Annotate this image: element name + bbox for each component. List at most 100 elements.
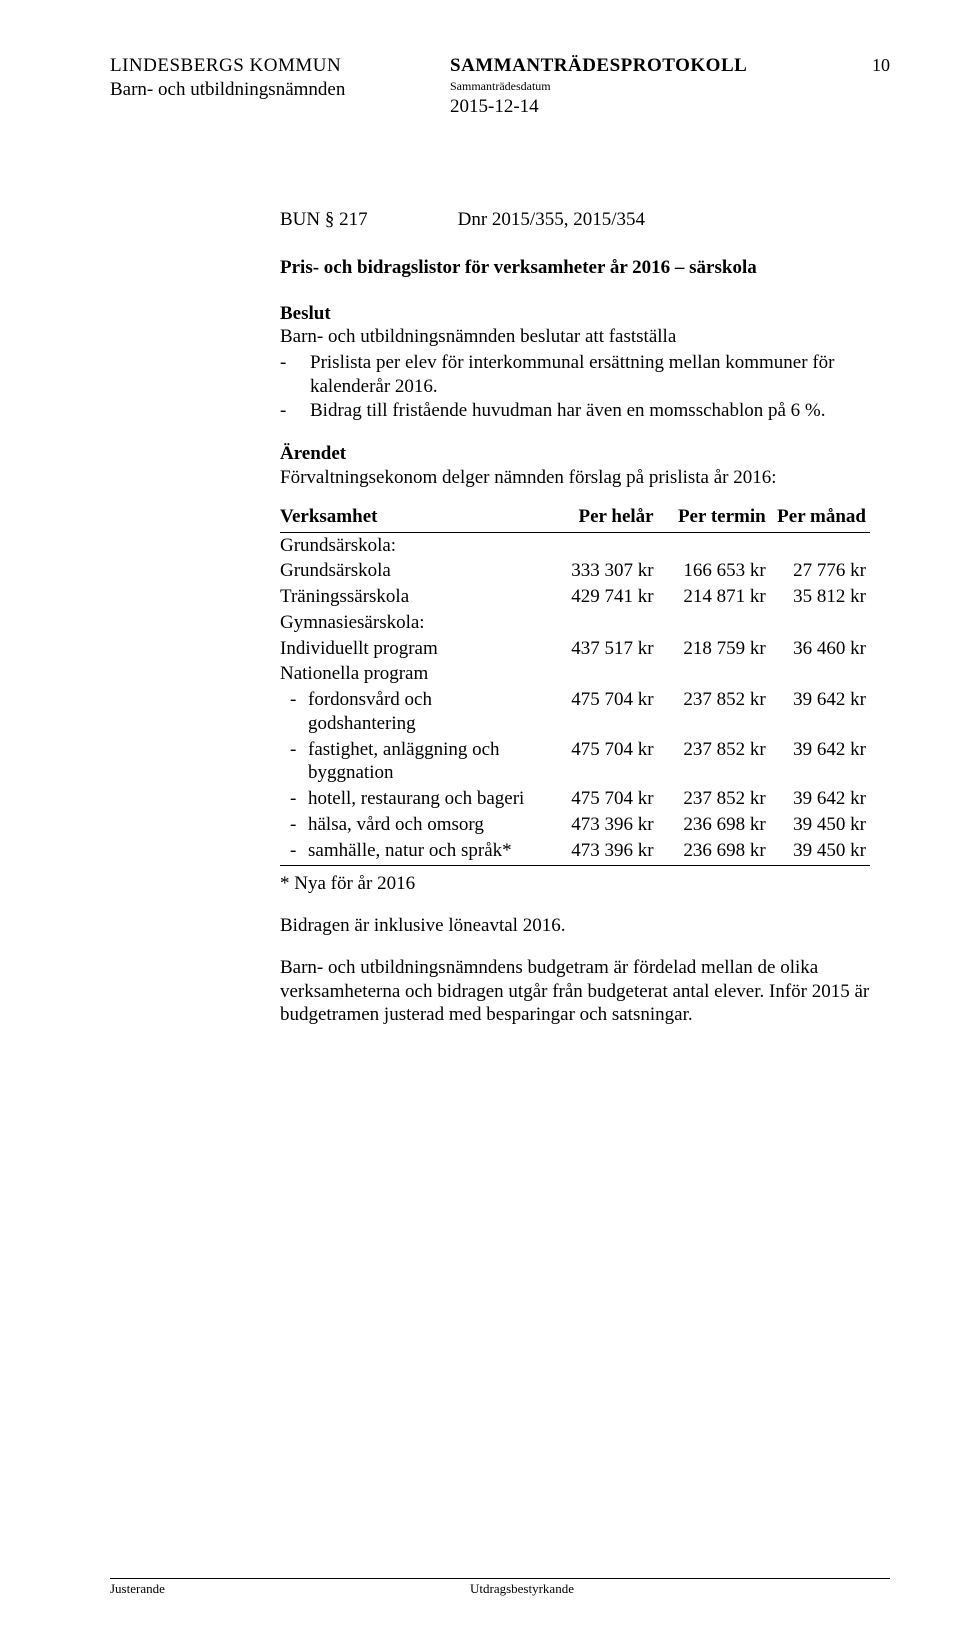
item-dnr: Dnr 2015/355, 2015/354 [458,208,645,232]
cell-manad [770,532,870,558]
dash-icon: - [280,351,310,399]
cell-manad: 39 642 kr [770,786,870,812]
page-number: 10 [850,55,890,76]
table-row: -fastighet, anläggning och byggnation475… [280,737,870,787]
item-row: BUN § 217 Dnr 2015/355, 2015/354 [280,208,870,232]
cell-termin: 214 871 kr [658,584,770,610]
dash-icon: - [280,738,308,786]
cell-helar: 333 307 kr [540,558,658,584]
cell-termin [658,610,770,636]
col-verksamhet: Verksamhet [280,502,540,532]
cell-helar [540,661,658,687]
cell-label: -samhälle, natur och språk* [280,838,540,864]
dash-icon: - [280,839,308,863]
cell-label: -hälsa, vård och omsorg [280,812,540,838]
after-paragraph: Bidragen är inklusive löneavtal 2016. [280,914,870,938]
cell-helar: 475 704 kr [540,687,658,737]
nested-label: samhälle, natur och språk* [308,839,536,863]
footer-utdrag: Utdragsbestyrkande [470,1581,890,1597]
cell-termin: 166 653 kr [658,558,770,584]
cell-helar: 437 517 kr [540,636,658,662]
cell-termin: 218 759 kr [658,636,770,662]
cell-helar: 473 396 kr [540,812,658,838]
table-row: -hotell, restaurang och bageri475 704 kr… [280,786,870,812]
document-body: BUN § 217 Dnr 2015/355, 2015/354 Pris- o… [280,208,870,1027]
cell-termin [658,532,770,558]
cell-label: Grundsärskola: [280,532,540,558]
bullet-text: Bidrag till fristående huvudman har även… [310,399,870,423]
cell-manad: 27 776 kr [770,558,870,584]
cell-termin: 236 698 kr [658,812,770,838]
cell-label: Gymnasiesärskola: [280,610,540,636]
page: LINDESBERGS KOMMUN Barn- och utbildnings… [0,0,960,1645]
cell-termin: 236 698 kr [658,838,770,864]
dash-icon: - [280,399,310,423]
cell-helar: 473 396 kr [540,838,658,864]
cell-manad [770,610,870,636]
cell-label: Träningssärskola [280,584,540,610]
cell-label: -fastighet, anläggning och byggnation [280,737,540,787]
header-center: SAMMANTRÄDESPROTOKOLL Sammanträdesdatum … [440,55,850,118]
col-termin: Per termin [658,502,770,532]
cell-label: Grundsärskola [280,558,540,584]
dash-icon: - [280,813,308,837]
beslut-intro: Barn- och utbildningsnämnden beslutar at… [280,325,870,349]
beslut-bullet: - Prislista per elev för interkommunal e… [280,351,870,399]
table-row: Grundsärskola333 307 kr166 653 kr27 776 … [280,558,870,584]
cell-termin: 237 852 kr [658,786,770,812]
document-title: Pris- och bidragslistor för verksamheter… [280,256,870,280]
arendet-intro: Förvaltningsekonom delger nämnden försla… [280,466,870,490]
cell-helar [540,610,658,636]
cell-label: -hotell, restaurang och bageri [280,786,540,812]
cell-manad: 36 460 kr [770,636,870,662]
nested-label: hotell, restaurang och bageri [308,787,536,811]
cell-helar [540,532,658,558]
beslut-bullet: - Bidrag till fristående huvudman har äv… [280,399,870,423]
cell-label: Nationella program [280,661,540,687]
cell-label: -fordonsvård och godshantering [280,687,540,737]
nested-label: fordonsvård och godshantering [308,688,536,736]
table-row: -samhälle, natur och språk*473 396 kr236… [280,838,870,864]
cell-manad: 39 642 kr [770,737,870,787]
table-row: Gymnasiesärskola: [280,610,870,636]
table-row: Träningssärskola429 741 kr214 871 kr35 8… [280,584,870,610]
nested-label: fastighet, anläggning och byggnation [308,738,536,786]
col-helar: Per helår [540,502,658,532]
after-paragraph: Barn- och utbildningsnämndens budgetram … [280,956,870,1027]
table-row: -hälsa, vård och omsorg473 396 kr236 698… [280,812,870,838]
header-left: LINDESBERGS KOMMUN Barn- och utbildnings… [110,55,440,101]
page-header: LINDESBERGS KOMMUN Barn- och utbildnings… [110,55,890,118]
cell-termin: 237 852 kr [658,687,770,737]
table-bottom-rule [280,865,870,866]
cell-termin [658,661,770,687]
cell-manad: 39 450 kr [770,838,870,864]
org-name: LINDESBERGS KOMMUN [110,55,440,77]
meeting-date: 2015-12-14 [450,96,850,118]
table-body: Grundsärskola:Grundsärskola333 307 kr166… [280,532,870,863]
page-footer: Justerande Utdragsbestyrkande [110,1578,890,1597]
beslut-heading: Beslut [280,302,870,326]
table-row: Individuellt program437 517 kr218 759 kr… [280,636,870,662]
cell-helar: 475 704 kr [540,786,658,812]
subdate-label: Sammanträdesdatum [450,79,850,94]
item-id: BUN § 217 [280,208,368,232]
table-row: -fordonsvård och godshantering475 704 kr… [280,687,870,737]
nested-label: hälsa, vård och omsorg [308,813,536,837]
cell-manad: 35 812 kr [770,584,870,610]
cell-manad: 39 450 kr [770,812,870,838]
arendet-heading: Ärendet [280,442,870,466]
cell-termin: 237 852 kr [658,737,770,787]
price-table: Verksamhet Per helår Per termin Per måna… [280,502,870,864]
cell-manad: 39 642 kr [770,687,870,737]
committee-name: Barn- och utbildningsnämnden [110,79,440,101]
cell-manad [770,661,870,687]
cell-helar: 429 741 kr [540,584,658,610]
cell-helar: 475 704 kr [540,737,658,787]
dash-icon: - [280,787,308,811]
bullet-text: Prislista per elev för interkommunal ers… [310,351,870,399]
dash-icon: - [280,688,308,736]
table-row: Grundsärskola: [280,532,870,558]
table-row: Nationella program [280,661,870,687]
col-manad: Per månad [770,502,870,532]
table-footnote: * Nya för år 2016 [280,872,870,896]
